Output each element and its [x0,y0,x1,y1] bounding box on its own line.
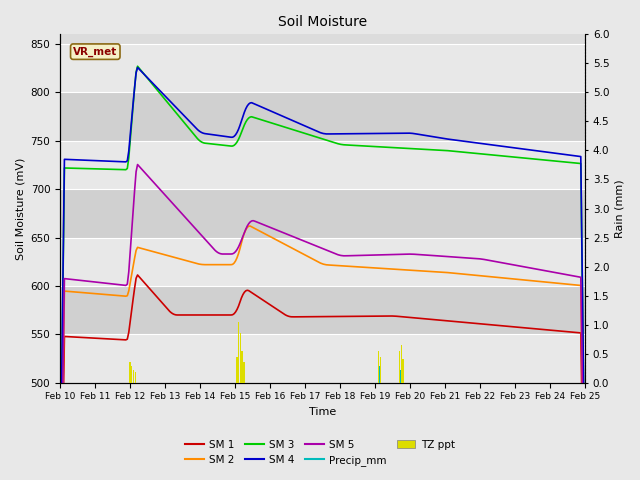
Bar [401,345,402,383]
Bar [131,366,132,383]
Bar [241,351,243,383]
X-axis label: Time: Time [309,407,336,417]
Text: VR_met: VR_met [73,47,117,57]
Bar [378,351,380,383]
Bar [379,366,380,383]
Bar [133,370,134,383]
Bar [238,322,239,383]
Bar [399,351,401,383]
Bar [60,238,585,286]
Bar [403,360,404,383]
Bar [239,334,241,383]
Y-axis label: Soil Moisture (mV): Soil Moisture (mV) [15,157,25,260]
Y-axis label: Rain (mm): Rain (mm) [615,179,625,238]
Bar [236,357,237,383]
Bar [243,362,244,383]
Bar [60,335,585,383]
Legend: SM 1, SM 2, SM 3, SM 4, SM 5, Precip_mm, TZ ppt: SM 1, SM 2, SM 3, SM 4, SM 5, Precip_mm,… [181,435,459,470]
Bar [60,92,585,141]
Bar [60,141,585,189]
Bar [399,370,401,383]
Bar [60,189,585,238]
Bar [60,44,585,92]
Bar [380,357,381,383]
Bar [60,286,585,335]
Title: Soil Moisture: Soil Moisture [278,15,367,29]
Bar [134,372,136,383]
Bar [129,362,131,383]
